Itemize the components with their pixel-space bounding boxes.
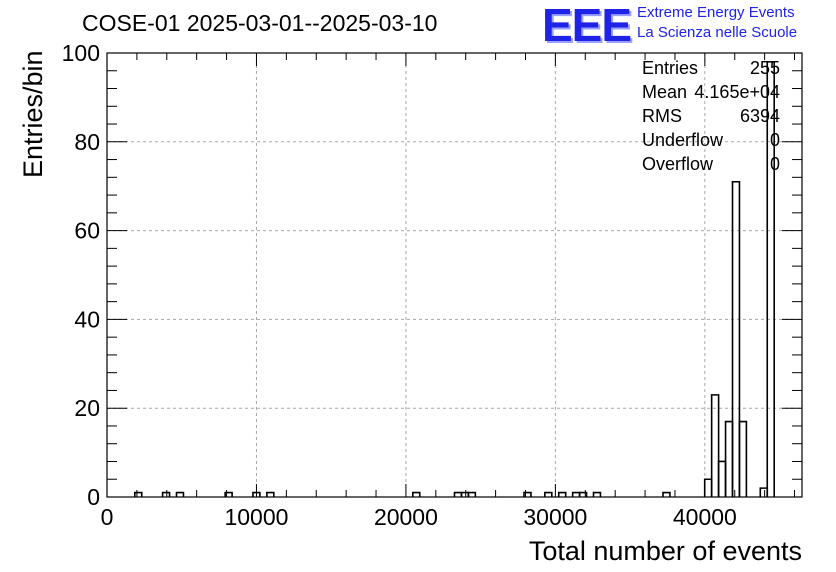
y-tick-label: 60 xyxy=(74,218,100,244)
x-tick-label: 30000 xyxy=(523,504,587,530)
histogram-bin xyxy=(266,491,275,497)
histogram-bin xyxy=(467,491,477,497)
stat-row-overflow: Overflow 0 xyxy=(642,154,780,178)
histogram-bin xyxy=(134,491,143,497)
histogram-bin xyxy=(224,491,233,497)
y-tick-label: 0 xyxy=(87,484,100,510)
stats-box: Entries 255 Mean 4.165e+04 RMS 6394 Unde… xyxy=(642,58,780,178)
stat-value: 4.165e+04 xyxy=(694,82,780,102)
y-tick-label: 100 xyxy=(62,40,100,66)
histogram-bin xyxy=(523,491,532,497)
stat-name: Overflow xyxy=(642,154,714,174)
histogram-bin xyxy=(412,491,421,497)
logo-text-line2: La Scienza nelle Scuole xyxy=(637,24,798,41)
y-tick-label: 80 xyxy=(74,129,100,155)
eee-logo-icon: EEE xyxy=(542,0,632,51)
x-tick-label: 10000 xyxy=(224,504,288,530)
histogram-bin xyxy=(578,491,588,497)
stat-value: 255 xyxy=(749,58,780,78)
histogram-bin xyxy=(724,420,734,497)
x-tick-label: 0 xyxy=(101,504,114,530)
stat-name: RMS xyxy=(642,106,682,126)
stat-name: Underflow xyxy=(642,130,724,150)
histogram-bin xyxy=(662,491,671,497)
stat-value: 0 xyxy=(769,130,780,150)
stat-name: Mean xyxy=(642,82,688,102)
y-axis-label: Entries/bin xyxy=(18,50,48,178)
stat-row-entries: Entries 255 xyxy=(642,58,780,82)
histogram-bin xyxy=(175,491,185,497)
histogram-bin xyxy=(571,491,581,497)
histogram-bin xyxy=(592,491,602,497)
histogram-bin xyxy=(731,180,741,497)
plot-frame xyxy=(106,52,803,498)
x-tick-label: 20000 xyxy=(374,504,438,530)
logo-text-line1: Extreme Energy Events xyxy=(637,4,795,21)
tick-label-layer: 0 10000 20000 30000 40000 0 20 40 60 80 100 xyxy=(62,40,737,530)
x-tick-label: 40000 xyxy=(673,504,737,530)
histogram-bin xyxy=(759,487,769,497)
histogram-bin xyxy=(717,460,727,497)
histogram-bin xyxy=(544,491,553,497)
y-tick-label: 40 xyxy=(74,306,100,332)
stat-row-mean: Mean 4.165e+04 xyxy=(642,82,780,106)
chart-title: COSE-01 2025-03-01--2025-03-10 xyxy=(82,10,438,36)
histogram-bin xyxy=(453,491,463,497)
histogram-bin xyxy=(557,491,567,497)
x-axis-label: Total number of events xyxy=(528,536,802,566)
y-tick-label: 20 xyxy=(74,395,100,421)
histogram-bin xyxy=(738,420,748,497)
histogram-layer xyxy=(134,61,775,497)
histogram-bin xyxy=(766,61,775,497)
stat-row-underflow: Underflow 0 xyxy=(642,130,780,154)
histogram-bin xyxy=(703,478,713,497)
histogram-bin xyxy=(710,394,720,497)
stat-name: Entries xyxy=(642,58,699,78)
stat-value: 6394 xyxy=(739,106,780,126)
histogram-bin xyxy=(460,491,470,497)
tick-layer xyxy=(106,52,802,498)
stat-row-rms: RMS 6394 xyxy=(642,106,780,130)
stat-value: 0 xyxy=(769,154,780,174)
histogram-bin xyxy=(161,491,171,497)
